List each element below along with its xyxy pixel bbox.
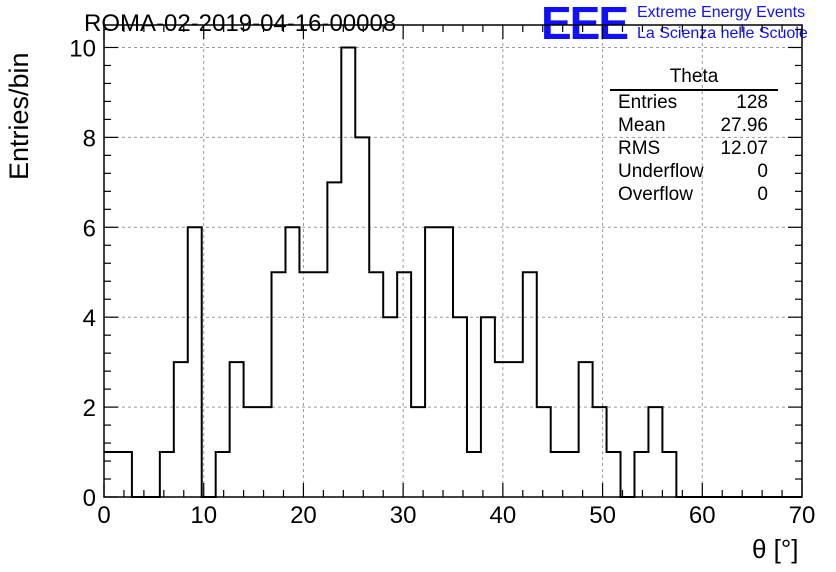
histogram-bin xyxy=(481,317,495,497)
histogram-bin xyxy=(439,227,453,497)
logo-line-2: La Scienza nelle Scuole xyxy=(637,25,808,42)
histogram-bin xyxy=(104,452,118,497)
histogram-bin xyxy=(355,137,369,497)
x-tick-label: 30 xyxy=(390,502,417,529)
x-tick-label: 50 xyxy=(589,502,616,529)
histogram-bin xyxy=(565,452,579,497)
plot-frame xyxy=(103,24,803,498)
histogram-bin xyxy=(174,362,188,497)
histogram-bin xyxy=(299,272,313,497)
histogram-bin xyxy=(188,227,202,497)
histogram-bin xyxy=(272,272,286,497)
stats-title: Theta xyxy=(669,66,719,87)
histogram-series xyxy=(104,46,802,498)
y-tick-label: 0 xyxy=(83,485,96,512)
stats-divider xyxy=(610,89,778,91)
stat-label: Entries xyxy=(618,92,678,113)
y-tick-label: 6 xyxy=(83,215,96,242)
histogram-bin xyxy=(383,317,397,497)
stat-value: 12.07 xyxy=(720,138,768,159)
stat-value: 27.96 xyxy=(720,115,768,136)
histogram-bin xyxy=(579,362,593,497)
histogram-bin xyxy=(467,452,481,497)
histogram-bin xyxy=(537,407,551,497)
stat-value: 0 xyxy=(757,161,768,182)
stat-row-entries: Entries 128 xyxy=(618,92,768,115)
histogram-bin xyxy=(327,182,341,497)
y-tick-label: 10 xyxy=(69,35,96,62)
histogram-bin xyxy=(258,407,272,497)
stat-row-rms: RMS 12.07 xyxy=(618,138,768,161)
logo-line-1: Extreme Energy Events xyxy=(637,4,806,21)
histogram-bin xyxy=(607,452,621,497)
stat-row-underflow: Underflow 0 xyxy=(618,161,768,184)
histogram-bin xyxy=(230,362,244,497)
histogram-bin xyxy=(160,452,174,497)
histogram-bin xyxy=(634,452,648,497)
stat-value: 0 xyxy=(757,184,768,205)
histogram-bin xyxy=(285,227,299,497)
stat-label: Underflow xyxy=(618,161,704,182)
histogram-bin xyxy=(523,272,537,497)
histogram-bin xyxy=(369,272,383,497)
histogram-bin xyxy=(216,452,230,497)
x-tick-label: 70 xyxy=(789,502,816,529)
histogram-bin xyxy=(495,362,509,497)
x-tick-label: 40 xyxy=(490,502,517,529)
eee-logo: EEE xyxy=(541,0,629,49)
histogram-bin xyxy=(425,227,439,497)
x-axis-label: θ [°] xyxy=(752,534,799,564)
histogram-bin xyxy=(313,272,327,497)
histogram-bin xyxy=(593,407,607,497)
histogram-bin xyxy=(648,407,662,497)
y-tick-label: 4 xyxy=(83,305,96,332)
x-tick-label: 60 xyxy=(689,502,716,529)
histogram-bin xyxy=(509,362,523,497)
stat-row-mean: Mean 27.96 xyxy=(618,115,768,138)
stat-label: Overflow xyxy=(618,184,693,205)
stat-row-overflow: Overflow 0 xyxy=(618,184,768,207)
stat-value: 128 xyxy=(736,92,768,113)
histogram-bin xyxy=(411,407,425,497)
y-tick-label: 8 xyxy=(83,125,96,152)
stat-label: Mean xyxy=(618,115,666,136)
chart-title: ROMA-02-2019-04-16-00008 xyxy=(84,10,397,37)
histogram-bin xyxy=(244,407,258,497)
x-tick-label: 10 xyxy=(190,502,217,529)
x-tick-label: 20 xyxy=(290,502,317,529)
x-tick-label: 0 xyxy=(97,502,110,529)
histogram-bin xyxy=(397,272,411,497)
y-axis-label: Entries/bin xyxy=(4,52,34,180)
stat-label: RMS xyxy=(618,138,661,159)
histogram-bin xyxy=(118,452,132,497)
histogram-bin xyxy=(662,452,676,497)
histogram-bin xyxy=(453,317,467,497)
y-tick-label: 2 xyxy=(83,395,96,422)
histogram-bin xyxy=(341,47,355,497)
